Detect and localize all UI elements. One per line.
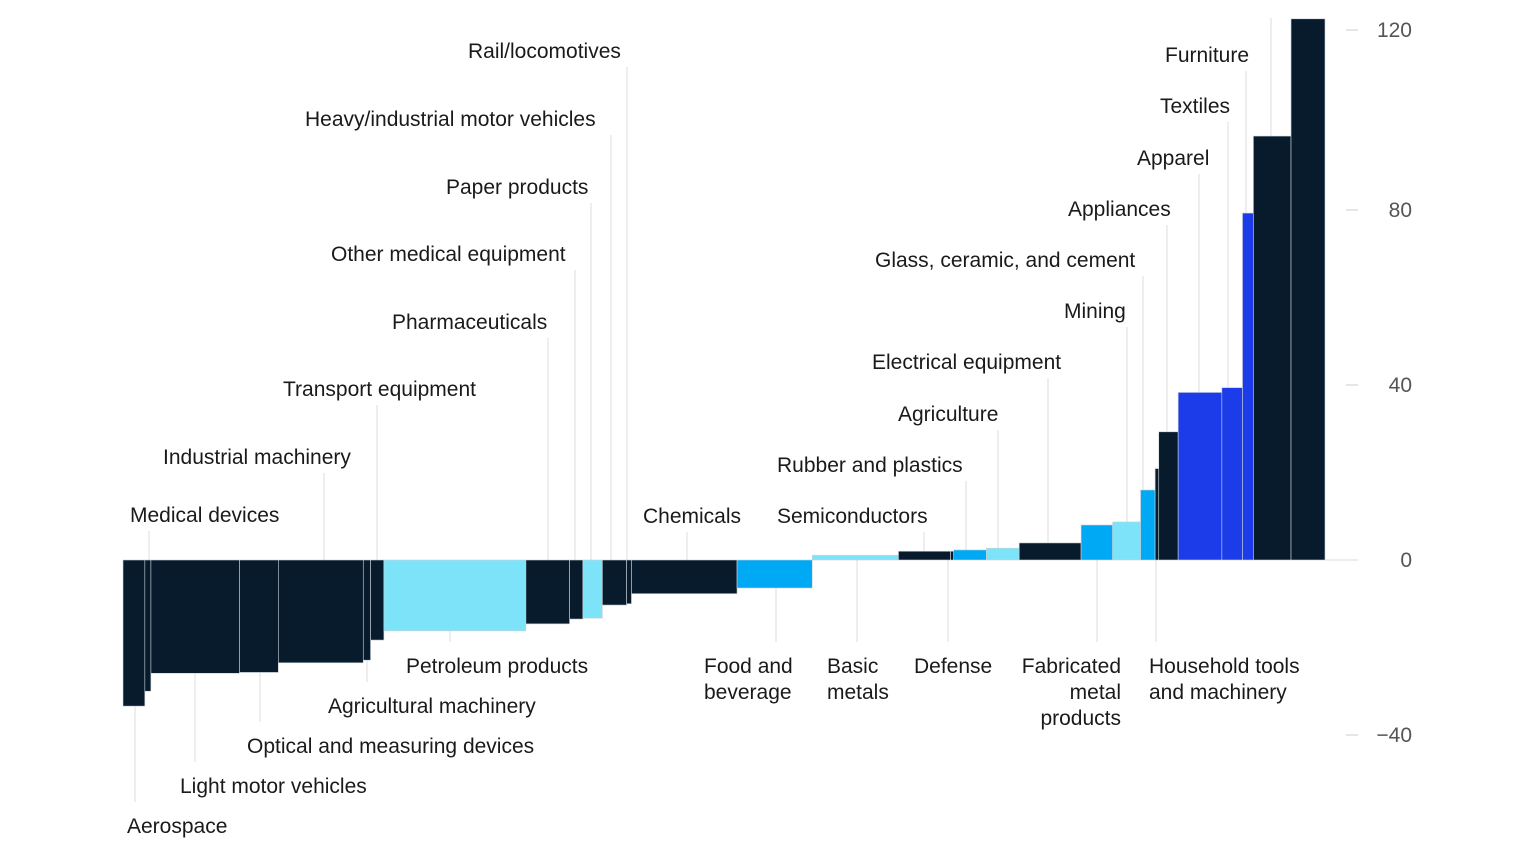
bar-paper-products <box>582 559 603 619</box>
bar-transport-equipment <box>370 559 385 641</box>
bar-other-medical-equipment <box>569 559 584 620</box>
bar-label-transport-equipment: Transport equipment <box>283 378 476 401</box>
bar-optical-and-measuring-devices <box>239 559 279 673</box>
bar-pharmaceuticals <box>525 559 570 625</box>
bar-label-basic-metals: Basic metals <box>827 655 889 704</box>
bar-label-glass-ceramic-and-cement: Glass, ceramic, and cement <box>875 249 1135 272</box>
bar-label-paper-products: Paper products <box>446 176 588 199</box>
y-tick-label: 0 <box>1400 549 1412 572</box>
bar-textiles <box>1221 387 1243 561</box>
y-tick-label: 40 <box>1389 374 1412 397</box>
bar-label-optical-and-measuring-devices: Optical and measuring devices <box>247 735 534 758</box>
bar-rail-locomotives <box>626 559 632 605</box>
bar-petroleum-products <box>383 559 527 632</box>
bar-label-medical-devices: Medical devices <box>130 504 279 527</box>
bar-household-tools-and-machinery <box>1154 468 1160 561</box>
bar-label-fabricated-metal-products: Fabricated metal products <box>1022 655 1121 730</box>
bar-label-industrial-machinery: Industrial machinery <box>163 446 351 469</box>
bar-appliances <box>1158 431 1179 561</box>
bar-unlabeled <box>1290 18 1326 561</box>
bar-agriculture <box>986 547 1020 561</box>
bar-unlabeled <box>1253 135 1292 561</box>
bar-label-light-motor-vehicles: Light motor vehicles <box>180 775 367 798</box>
bar-label-chemicals: Chemicals <box>643 505 741 528</box>
bar-label-apparel: Apparel <box>1137 147 1209 170</box>
bar-glass-ceramic-and-cement <box>1140 489 1156 561</box>
bar-agricultural-machinery <box>362 559 371 661</box>
bar-label-agricultural-machinery: Agricultural machinery <box>328 695 536 718</box>
bar-label-semiconductors: Semiconductors <box>777 505 928 528</box>
bar-label-defense: Defense <box>914 655 992 678</box>
bar-chemicals <box>631 559 738 594</box>
bar-basic-metals <box>811 554 899 561</box>
bar-label-food-and-beverage: Food and beverage <box>704 655 793 704</box>
bar-label-textiles: Textiles <box>1160 95 1230 118</box>
bar-label-electrical-equipment: Electrical equipment <box>872 351 1061 374</box>
bar-label-rubber-and-plastics: Rubber and plastics <box>777 454 963 477</box>
bar-label-rail-locomotives: Rail/locomotives <box>468 40 621 63</box>
bar-mining <box>1112 521 1141 561</box>
bar-light-motor-vehicles <box>150 559 240 674</box>
bar-label-aerospace: Aerospace <box>127 815 227 838</box>
bar-label-mining: Mining <box>1064 300 1126 323</box>
bar-label-appliances: Appliances <box>1068 198 1171 221</box>
bar-electrical-equipment <box>1018 542 1082 561</box>
y-tick-label: −40 <box>1376 724 1412 747</box>
bar-apparel <box>1177 392 1223 561</box>
bar-rubber-and-plastics <box>953 549 987 561</box>
bar-semiconductors <box>898 550 951 561</box>
bar-industrial-machinery <box>278 559 364 664</box>
y-tick-label: 80 <box>1389 199 1412 222</box>
bar-label-pharmaceuticals: Pharmaceuticals <box>392 311 547 334</box>
bar-label-furniture: Furniture <box>1165 44 1249 67</box>
bar-heavy-industrial-motor-vehicles <box>602 559 627 606</box>
bar-label-agriculture: Agriculture <box>898 403 998 426</box>
y-tick-label: 120 <box>1377 19 1412 42</box>
bar-food-and-beverage <box>736 559 813 589</box>
bar-label-household-tools-and-machinery: Household tools and machinery <box>1149 655 1300 704</box>
bar-fabricated-metal-products <box>1080 524 1113 561</box>
bar-label-other-medical-equipment: Other medical equipment <box>331 243 566 266</box>
bar-furniture <box>1242 212 1254 561</box>
bar-medical-devices <box>144 559 152 692</box>
bar-label-petroleum-products: Petroleum products <box>406 655 588 678</box>
bar-label-heavy-industrial-motor-vehicles: Heavy/industrial motor vehicles <box>305 108 596 131</box>
bar-defense <box>950 550 954 561</box>
bar-aerospace <box>122 559 146 707</box>
